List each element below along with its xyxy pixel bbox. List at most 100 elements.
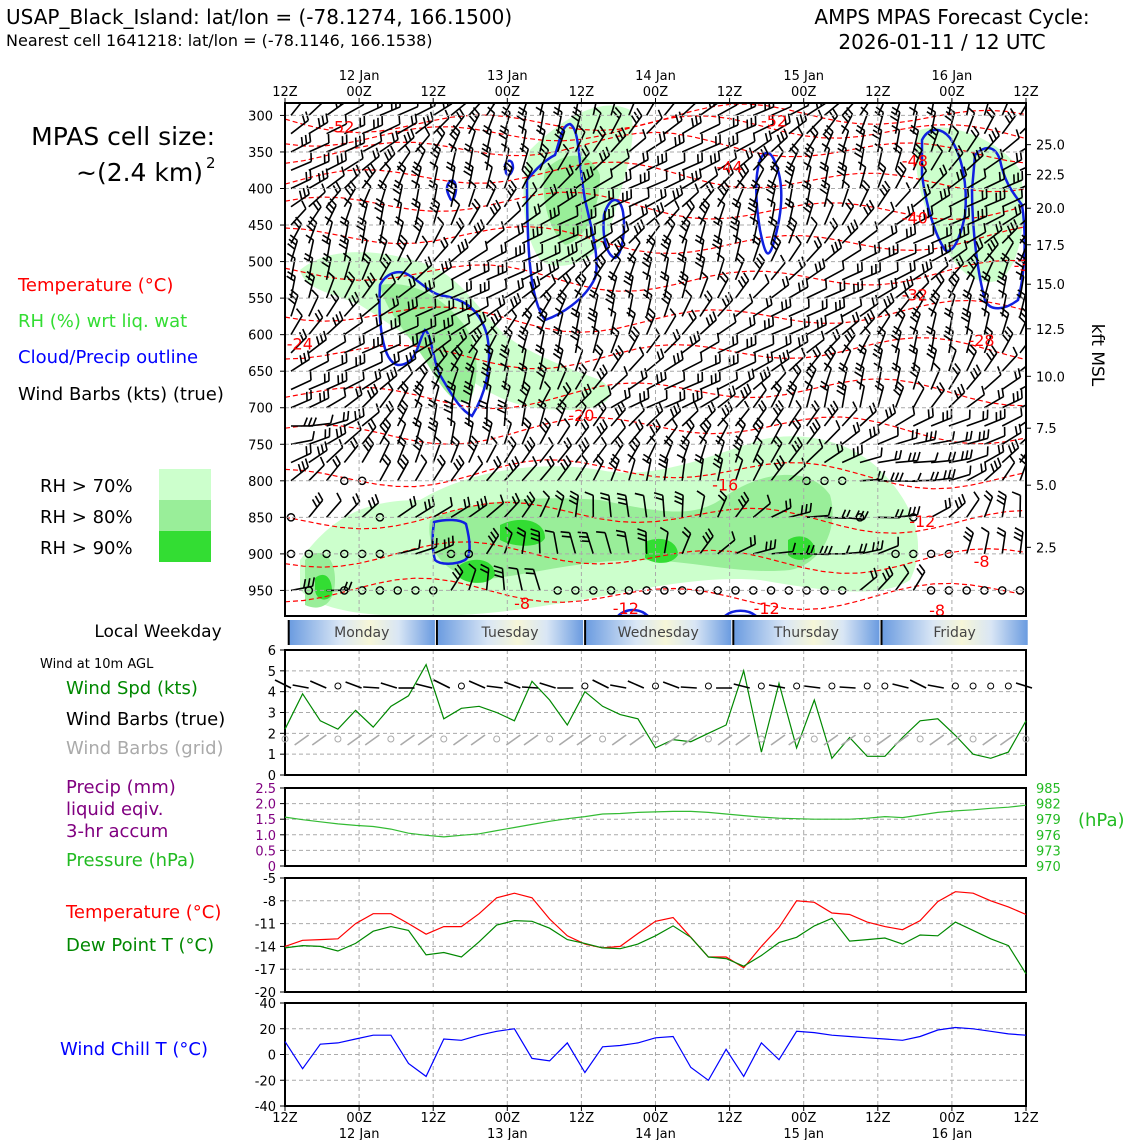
pressure-tick-label: 450 (248, 219, 273, 234)
wind-barb (628, 235, 641, 262)
wind-barb (432, 496, 453, 519)
wind-barb (806, 298, 828, 318)
wind-barb (1000, 252, 1010, 281)
wind-barb (674, 491, 684, 518)
wind-barbs-true-label: Wind Barbs (true) (66, 709, 225, 730)
wind-barb (560, 531, 577, 555)
dewpoint-line (284, 917, 1027, 975)
wind-barb (877, 536, 899, 555)
weekday-segment (733, 620, 880, 645)
pressure-axis: 300 350 400 450 500 550 600 650 700 750 800 850 900 9… (248, 109, 285, 599)
bottom-time-label: 12Z (865, 1111, 891, 1126)
panel-tick-label: -8 (263, 895, 276, 910)
wind-barb (681, 389, 703, 409)
panel-tick-label: -14 (255, 940, 276, 955)
wind-barb (836, 161, 848, 189)
calm-circle-10m (334, 682, 342, 690)
wind-barb (786, 216, 798, 244)
wind-barb (891, 325, 902, 354)
wind-barb-grid (505, 734, 521, 746)
wind-barb (752, 253, 766, 281)
wind-barb (676, 453, 686, 481)
wind-barb (806, 109, 823, 135)
wind-barb (308, 414, 334, 427)
wind-barb (464, 362, 475, 390)
wind-barb (895, 203, 915, 226)
wind-barb (1019, 427, 1026, 445)
wind-barb (397, 539, 421, 555)
wind-barb (855, 124, 866, 153)
wind-barb (592, 106, 602, 134)
wind-barb (414, 454, 428, 482)
wind-barb (948, 166, 968, 190)
wind-barb (587, 307, 598, 335)
wind-barb (664, 169, 686, 190)
wind-barb (1001, 235, 1014, 262)
wind-barb (965, 491, 980, 518)
wind-barb (717, 370, 739, 391)
wind-barb (891, 124, 901, 153)
bottom-date-label: 15 Jan (783, 1127, 824, 1140)
wind-barb (628, 326, 640, 354)
wind-barb (432, 535, 455, 555)
wind-barb (859, 567, 878, 592)
weekday-label: Monday (334, 625, 389, 641)
wind-barb (574, 289, 583, 317)
wind-barb (396, 435, 407, 463)
wind-barb (308, 152, 330, 171)
pressure-tick-label-right: 970 (1036, 860, 1061, 875)
wind-barb (930, 164, 948, 190)
wind-barb (308, 389, 330, 409)
wind-barb (308, 309, 324, 336)
calm-circle-grid (916, 735, 924, 743)
wind-barb (786, 380, 798, 409)
wind-barb (876, 161, 887, 189)
wind-barb-grid (876, 734, 892, 746)
wind-barb-10m (486, 685, 503, 689)
wind-barb (397, 495, 417, 519)
wind-barb (734, 252, 745, 281)
wind-barb (857, 343, 867, 372)
wind-barb (326, 387, 347, 409)
rh-region-90 (315, 574, 333, 600)
wind-barb (503, 308, 518, 336)
wind-barb (841, 261, 864, 281)
wind-barb (343, 149, 364, 171)
wind-barb (823, 328, 841, 354)
kft-tick-label: 22.5 (1036, 169, 1065, 184)
wind-barb (681, 526, 692, 555)
wind-barb (396, 399, 409, 427)
wind-barb (948, 449, 973, 464)
wind-barb (308, 133, 330, 153)
bottom-time-label: 12Z (1013, 1111, 1039, 1126)
precip-label: Precip (mm) (66, 777, 176, 798)
wind-barb (361, 368, 382, 391)
wind-barb (752, 295, 773, 318)
wind-barb (1019, 385, 1026, 391)
wind-barb (1001, 423, 1022, 445)
wind-barb (698, 198, 711, 226)
wind-barb (623, 271, 634, 299)
wind-barb-10m (592, 679, 609, 689)
wind-barb (1019, 218, 1026, 226)
kft-axis-title: kft MSL (1087, 324, 1107, 387)
wind-barb (717, 133, 739, 153)
wind-barb (642, 453, 652, 481)
wind-barb (732, 435, 744, 463)
wind-barb-10m (610, 684, 627, 689)
wind-barb (699, 332, 720, 354)
wind-barb (752, 335, 775, 354)
weekday-label: Friday (933, 625, 975, 641)
top-time-label: 00Z (643, 85, 669, 100)
top-time-label: 00Z (346, 85, 372, 100)
pressure-tick-label: 400 (248, 183, 273, 198)
wind-barb (752, 381, 767, 409)
wind-barb (803, 142, 815, 171)
wind-barb (823, 400, 839, 427)
wind-barb (592, 344, 604, 372)
wind-barb (610, 365, 629, 391)
wind-barb (770, 349, 790, 372)
wind-barb-10m (768, 684, 786, 689)
wind-barb (930, 497, 952, 519)
wind-barb (308, 103, 324, 117)
